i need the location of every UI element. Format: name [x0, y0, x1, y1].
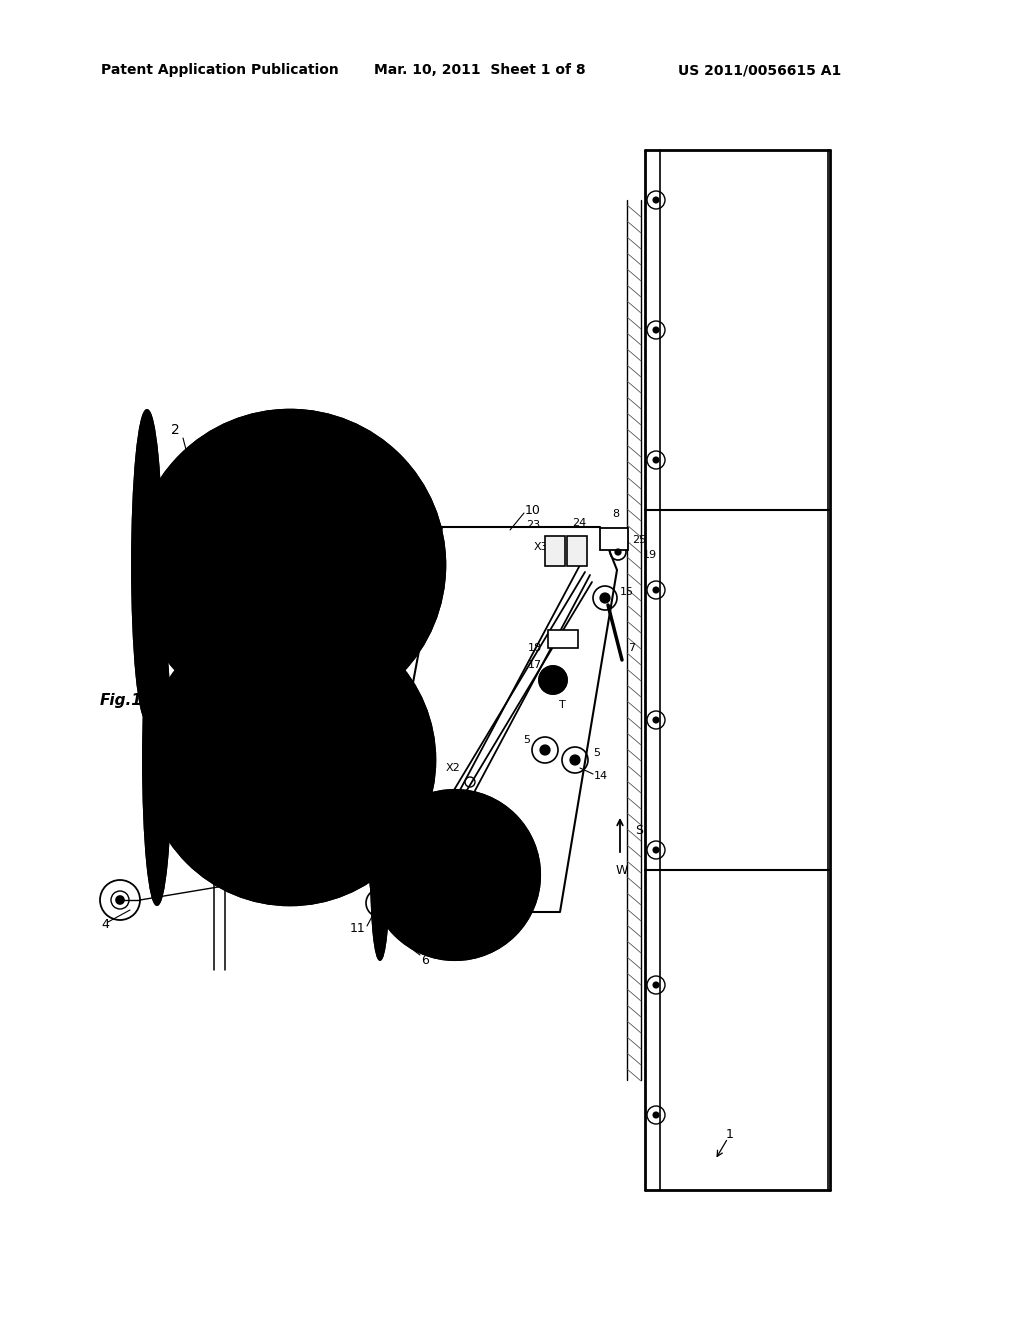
Circle shape — [540, 744, 550, 755]
Circle shape — [265, 540, 315, 590]
Circle shape — [135, 411, 445, 719]
Text: T: T — [230, 711, 238, 725]
Circle shape — [570, 755, 580, 766]
Text: 1: 1 — [726, 1129, 734, 1142]
Text: 24: 24 — [572, 517, 587, 528]
Text: X2: X2 — [445, 763, 460, 774]
Circle shape — [615, 549, 621, 554]
Circle shape — [278, 553, 302, 577]
Bar — [545, 536, 565, 566]
Circle shape — [446, 866, 464, 884]
Circle shape — [653, 197, 659, 203]
Circle shape — [547, 675, 559, 686]
Circle shape — [653, 587, 659, 593]
Text: 4: 4 — [101, 919, 109, 932]
Text: 14: 14 — [594, 771, 608, 781]
Text: 7: 7 — [628, 643, 635, 653]
Text: X1: X1 — [414, 801, 428, 810]
Circle shape — [539, 667, 567, 694]
Text: Mar. 10, 2011  Sheet 1 of 8: Mar. 10, 2011 Sheet 1 of 8 — [374, 63, 586, 77]
Text: 5: 5 — [523, 735, 530, 744]
Circle shape — [268, 738, 312, 781]
Circle shape — [145, 615, 435, 906]
Circle shape — [279, 748, 301, 771]
Circle shape — [653, 847, 659, 853]
Text: 15: 15 — [620, 587, 634, 597]
Text: 13: 13 — [390, 723, 406, 737]
Circle shape — [653, 982, 659, 987]
Text: 25: 25 — [632, 535, 646, 545]
Bar — [548, 630, 578, 648]
Ellipse shape — [132, 411, 162, 719]
Circle shape — [370, 789, 540, 960]
Ellipse shape — [143, 615, 171, 906]
Text: 5: 5 — [593, 748, 600, 758]
Text: X3: X3 — [534, 543, 548, 552]
Bar — [567, 536, 587, 566]
Text: Fig.1: Fig.1 — [100, 693, 143, 708]
Circle shape — [653, 457, 659, 463]
Text: 20: 20 — [510, 883, 526, 896]
Text: 10: 10 — [525, 503, 541, 516]
Text: S: S — [635, 824, 643, 837]
Text: 12: 12 — [355, 564, 371, 577]
Text: W: W — [616, 863, 629, 876]
Text: T: T — [559, 700, 565, 710]
Circle shape — [600, 593, 610, 603]
Ellipse shape — [371, 789, 389, 960]
Text: Patent Application Publication: Patent Application Publication — [101, 63, 339, 77]
Text: 23: 23 — [526, 520, 540, 531]
Circle shape — [653, 1111, 659, 1118]
Text: 11: 11 — [349, 921, 365, 935]
Bar — [420, 808, 452, 830]
Text: 17: 17 — [528, 660, 542, 671]
Text: 18: 18 — [528, 643, 542, 653]
Circle shape — [653, 717, 659, 723]
Text: 6: 6 — [421, 953, 429, 966]
Circle shape — [437, 857, 473, 894]
Text: 19: 19 — [643, 550, 657, 560]
Text: 8: 8 — [612, 510, 620, 519]
Circle shape — [653, 327, 659, 333]
Circle shape — [116, 896, 124, 904]
Text: US 2011/0056615 A1: US 2011/0056615 A1 — [678, 63, 842, 77]
Text: 2: 2 — [171, 422, 179, 437]
Bar — [600, 528, 628, 550]
